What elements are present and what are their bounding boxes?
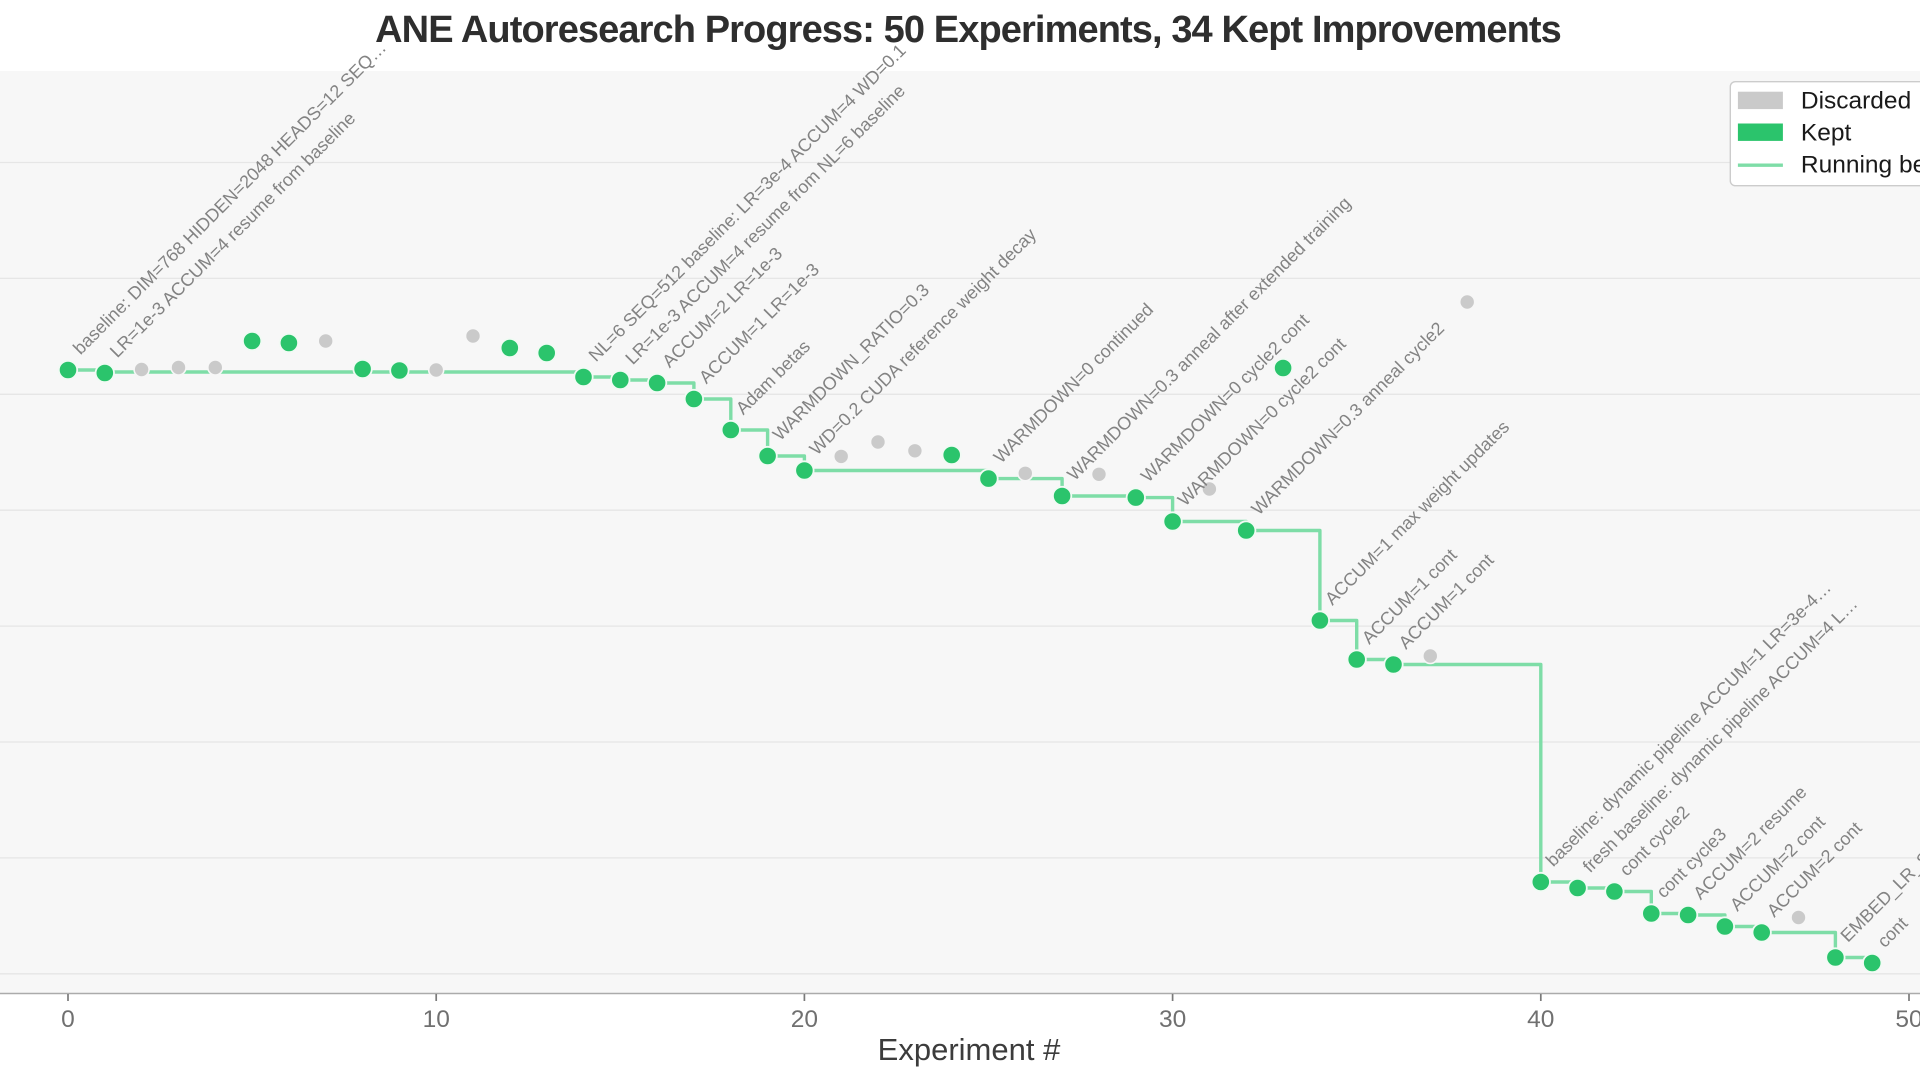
svg-text:Running best: Running best [1801, 152, 1920, 179]
svg-text:ANE Autoresearch Progress: 50: ANE Autoresearch Progress: 50 Experiment… [375, 9, 1561, 51]
svg-text:Experiment #: Experiment # [878, 1032, 1061, 1067]
svg-text:10: 10 [423, 1006, 450, 1033]
svg-text:40: 40 [1527, 1006, 1554, 1033]
svg-text:0: 0 [61, 1006, 75, 1033]
svg-text:Kept: Kept [1801, 119, 1852, 146]
svg-text:Discarded: Discarded [1801, 88, 1911, 115]
svg-text:50: 50 [1895, 1006, 1920, 1033]
svg-text:30: 30 [1159, 1006, 1186, 1033]
svg-text:20: 20 [791, 1006, 818, 1033]
